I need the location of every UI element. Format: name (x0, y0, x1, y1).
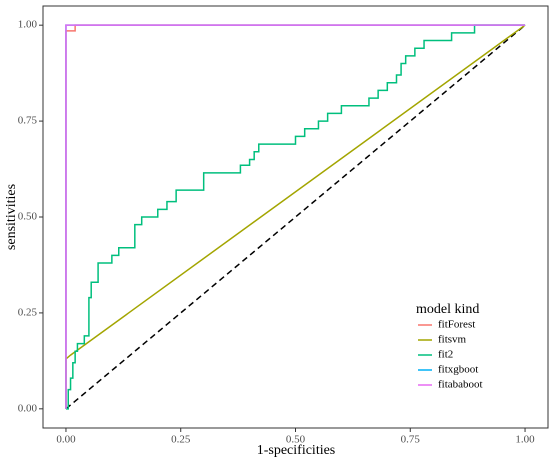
roc-curve (65, 24, 526, 409)
legend-title: model kind (416, 302, 479, 317)
legend-label: fitForest (438, 319, 475, 331)
legend-label: fitsvm (438, 334, 467, 346)
roc-curve (65, 24, 526, 409)
legend-label: fit2 (438, 349, 453, 361)
y-tick-label: 0.25 (18, 306, 38, 318)
x-axis-title: 1-specificities (257, 443, 336, 458)
legend-label: fitxgboot (438, 364, 478, 376)
x-tick-label: 0.25 (171, 434, 191, 446)
roc-curve (65, 24, 526, 409)
y-tick-label: 1.00 (18, 19, 38, 31)
x-tick-label: 0.00 (56, 434, 76, 446)
reference-line (65, 24, 526, 410)
x-tick-label: 0.50 (286, 434, 306, 446)
roc-curve (65, 24, 526, 410)
x-tick-label: 1.00 (515, 434, 535, 446)
y-tick-label: 0.00 (18, 402, 38, 414)
y-tick-label: 0.75 (18, 115, 38, 127)
y-axis-title: sensitivities (4, 184, 19, 250)
y-tick-label: 0.50 (18, 211, 38, 223)
legend-label: fitababoot (438, 379, 483, 391)
x-tick-label: 0.75 (401, 434, 421, 446)
roc-curve (65, 24, 526, 409)
